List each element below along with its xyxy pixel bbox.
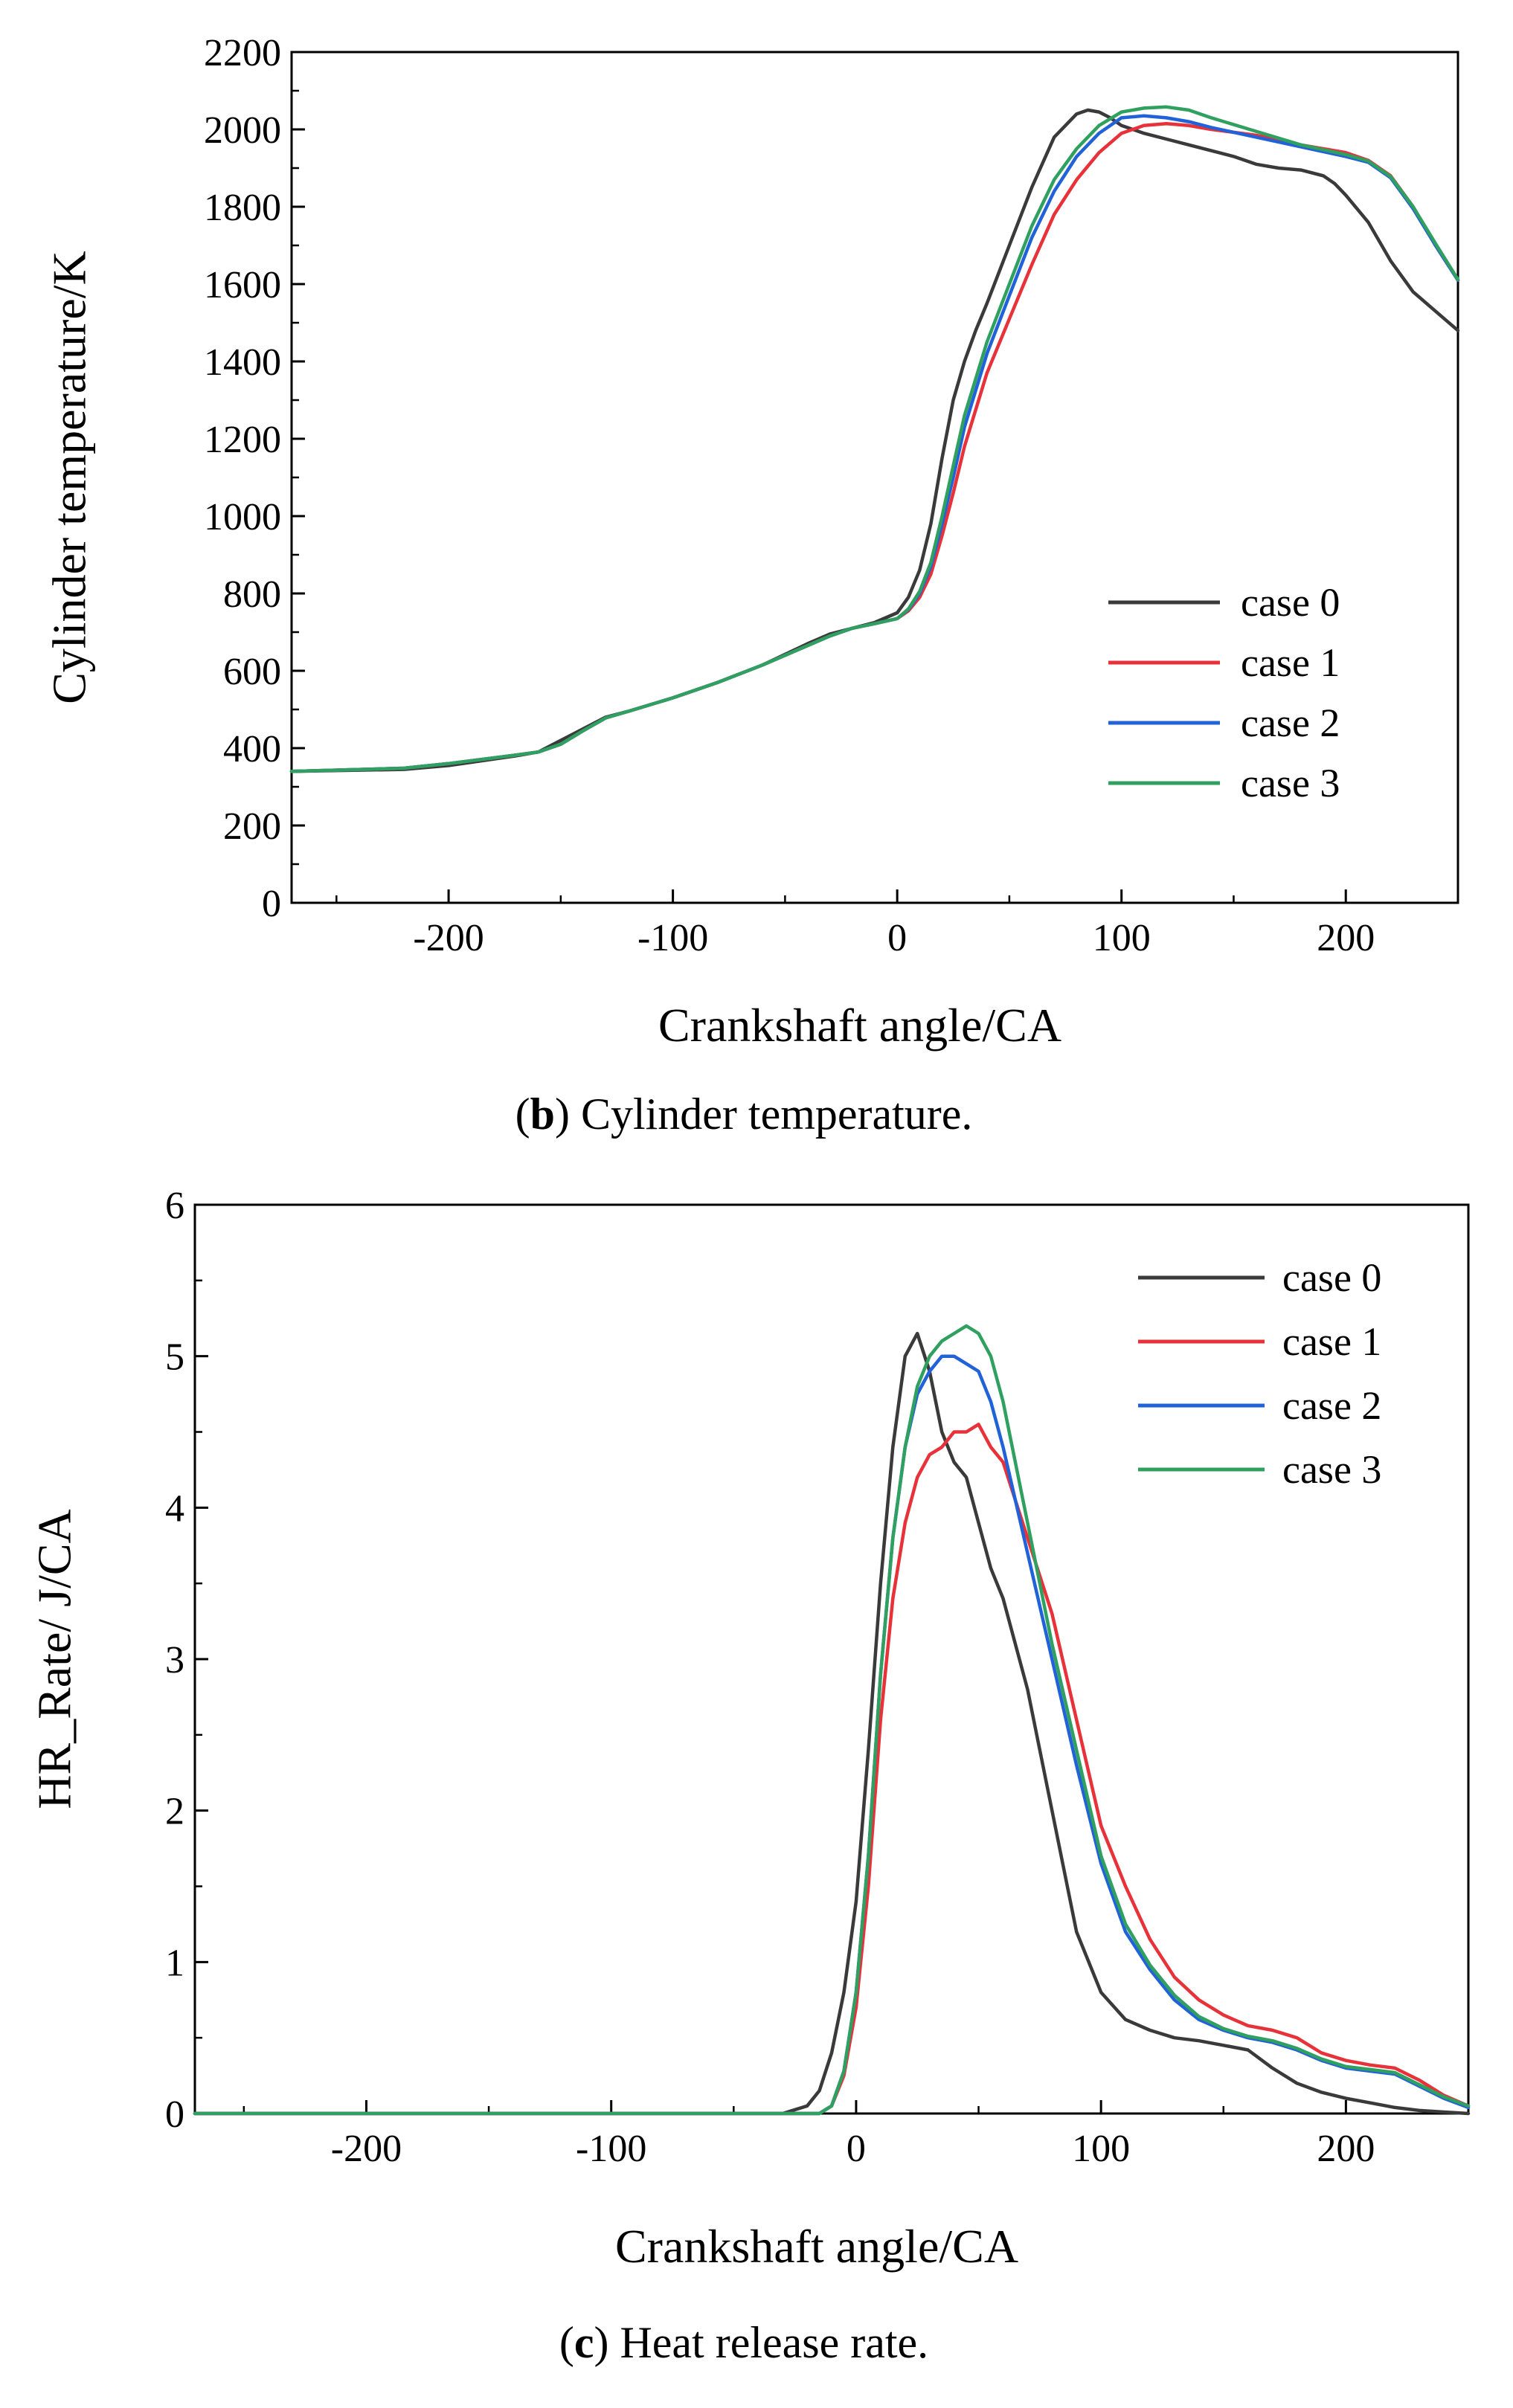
legend-label: case 1: [1282, 1319, 1381, 1364]
y-tick-label: 1200: [204, 419, 281, 461]
y-tick-label: 800: [223, 573, 281, 616]
legend: case 0 case 1 case 2 case 3: [1138, 1255, 1381, 1492]
legend-label: case 3: [1241, 761, 1340, 805]
legend-label: case 1: [1241, 640, 1340, 685]
caption-paren-close: ): [555, 1089, 570, 1139]
plot-frame: [193, 1203, 1470, 2115]
x-tick-label: 100: [1072, 2128, 1130, 2170]
y-axis-title: HR_Rate/ J/CA: [28, 1509, 81, 1809]
caption-paren-open: (: [559, 2318, 574, 2367]
legend-label: case 0: [1282, 1255, 1381, 1300]
y-tick-label: 400: [223, 728, 281, 770]
caption-paren-open: (: [515, 1089, 530, 1139]
x-tick-label: 0: [847, 2128, 866, 2170]
series-line-case-3: [289, 105, 1460, 773]
legend: case 0 case 1 case 2 case 3: [1108, 580, 1340, 805]
x-tick-label: -200: [331, 2128, 402, 2170]
y-tick-label: 6: [165, 1185, 184, 1227]
series-line-case-2: [193, 1354, 1471, 2116]
panel-caption: (b) Cylinder temperature.: [515, 1089, 973, 1139]
series-line-case-0: [193, 1331, 1471, 2116]
y-tick-label: 3: [165, 1639, 184, 1681]
x-axis-title: Crankshaft angle/CA: [658, 999, 1061, 1052]
caption-letter: c: [574, 2318, 594, 2367]
caption-text: Heat release rate.: [608, 2318, 928, 2367]
panel-b-cylinder-temperature: -200 -100 0 100 2000200400600800100012001400…: [43, 32, 1460, 1139]
y-tick-label: 4: [165, 1487, 184, 1530]
y-tick-label: 2: [165, 1791, 184, 1833]
x-tick-label: -200: [413, 917, 484, 959]
x-tick-label: -100: [576, 2128, 646, 2170]
legend-label: case 2: [1241, 701, 1340, 745]
y-tick-label: 1400: [204, 341, 281, 384]
legend-label: case 2: [1282, 1383, 1381, 1428]
legend-label: case 0: [1241, 580, 1340, 625]
y-tick-label: 1000: [204, 496, 281, 538]
y-tick-label: 2000: [204, 109, 281, 152]
x-tick-label: 200: [1317, 2128, 1375, 2170]
x-tick-label: 100: [1093, 917, 1151, 959]
y-tick-label: 200: [223, 805, 281, 848]
panel-caption: (c) Heat release rate.: [559, 2318, 928, 2367]
series-line-case-3: [193, 1324, 1471, 2116]
y-tick-label: 5: [165, 1336, 184, 1379]
panel-c-heat-release-rate: -200 -100 0 100 200 0 1 2 3 4 5 6 Crankshaft angle/C…: [28, 1185, 1471, 2367]
x-tick-label: -100: [637, 917, 708, 959]
caption-text: Cylinder temperature.: [570, 1089, 972, 1139]
y-axis-title: Cylinder temperature/K: [43, 251, 96, 704]
x-tick-label: 200: [1317, 917, 1375, 959]
y-tick-label: 2200: [204, 32, 281, 74]
series-line-case-1: [193, 1423, 1471, 2116]
x-axis-title: Crankshaft angle/CA: [615, 2220, 1018, 2273]
y-tick-label: 600: [223, 651, 281, 693]
x-tick-label: 0: [887, 917, 907, 959]
y-tick-label: 0: [262, 883, 281, 925]
caption-paren-close: ): [594, 2318, 608, 2367]
y-tick-label: 0: [165, 2093, 184, 2136]
y-tick-label: 1800: [204, 187, 281, 229]
y-tick-label: 1: [165, 1942, 184, 1984]
caption-letter: b: [530, 1089, 555, 1139]
y-tick-label: 1600: [204, 264, 281, 306]
legend-label: case 3: [1282, 1447, 1381, 1492]
